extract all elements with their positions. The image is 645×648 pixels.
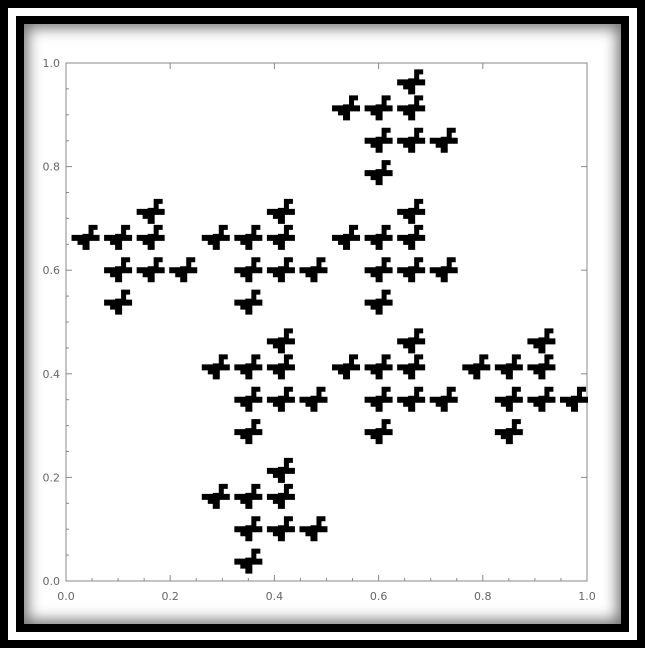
pinwheel-point: [397, 198, 426, 224]
pinwheel-point: [332, 224, 361, 250]
x-tick-label: 0.2: [161, 590, 179, 603]
pinwheel-point: [429, 257, 458, 283]
pinwheel-point: [234, 483, 263, 509]
pinwheel-point: [104, 257, 133, 283]
pinwheel-point: [234, 548, 263, 574]
pinwheel-point: [299, 257, 328, 283]
pinwheel-point: [332, 95, 361, 121]
pinwheel-point: [397, 328, 426, 354]
pinwheel-point: [201, 224, 230, 250]
pinwheel-point: [169, 257, 198, 283]
pinwheel-point: [201, 483, 230, 509]
pinwheel-point: [266, 354, 295, 380]
x-tick-label: 0.8: [474, 590, 492, 603]
pinwheel-point: [429, 127, 458, 153]
pinwheel-point: [266, 516, 295, 542]
pinwheel-point: [104, 224, 133, 250]
pinwheel-point: [136, 224, 165, 250]
pinwheel-point: [494, 386, 523, 412]
pinwheel-point: [71, 224, 100, 250]
plot-panel: [24, 24, 621, 624]
pinwheel-point: [364, 95, 393, 121]
x-tick-label: 1.0: [578, 590, 596, 603]
pinwheel-point: [266, 224, 295, 250]
y-tick-label: 0.6: [43, 264, 61, 277]
pinwheel-point: [397, 127, 426, 153]
pinwheel-point: [364, 257, 393, 283]
pinwheel-point: [234, 516, 263, 542]
pinwheel-point: [234, 419, 263, 445]
pinwheel-point: [397, 354, 426, 380]
pinwheel-point: [397, 257, 426, 283]
pinwheel-point: [104, 289, 133, 315]
y-tick-label: 0.8: [43, 161, 61, 174]
y-tick-label: 0.4: [43, 368, 61, 381]
plot-frame: [65, 62, 588, 582]
pinwheel-point: [234, 257, 263, 283]
pinwheel-point: [266, 328, 295, 354]
x-tick-label: 0.4: [266, 590, 284, 603]
pinwheel-point: [397, 69, 426, 95]
pinwheel-point: [462, 354, 491, 380]
pinwheel-point: [266, 198, 295, 224]
pinwheel-point: [429, 386, 458, 412]
pinwheel-point: [527, 354, 556, 380]
pinwheel-point: [494, 354, 523, 380]
pinwheel-point: [397, 95, 426, 121]
pinwheel-point: [397, 224, 426, 250]
pinwheel-point: [234, 224, 263, 250]
pinwheel-point: [364, 224, 393, 250]
y-tick-label: 0.2: [43, 471, 61, 484]
pinwheel-point: [364, 160, 393, 186]
pinwheel-point: [494, 419, 523, 445]
pinwheel-point: [201, 354, 230, 380]
pinwheel-point: [527, 386, 556, 412]
pinwheel-point: [364, 289, 393, 315]
y-tick-label: 1.0: [43, 57, 61, 70]
pinwheel-point: [266, 457, 295, 483]
pinwheel-point: [397, 386, 426, 412]
pinwheel-point: [527, 328, 556, 354]
pinwheel-point: [234, 386, 263, 412]
pinwheel-point: [559, 386, 588, 412]
pinwheel-point: [299, 516, 328, 542]
pinwheel-point: [364, 419, 393, 445]
y-tick-label: 0.0: [43, 575, 61, 588]
pinwheel-point: [234, 354, 263, 380]
x-tick-label: 0.6: [370, 590, 388, 603]
pinwheel-point: [299, 386, 328, 412]
pinwheel-point: [136, 257, 165, 283]
pinwheel-point: [136, 198, 165, 224]
pinwheel-point: [364, 354, 393, 380]
pinwheel-point: [364, 127, 393, 153]
pinwheel-point: [266, 386, 295, 412]
x-tick-label: 0.0: [57, 590, 75, 603]
pinwheel-point: [266, 257, 295, 283]
pinwheel-point: [364, 386, 393, 412]
pinwheel-point: [234, 289, 263, 315]
pinwheel-point: [332, 354, 361, 380]
pinwheel-point: [266, 483, 295, 509]
